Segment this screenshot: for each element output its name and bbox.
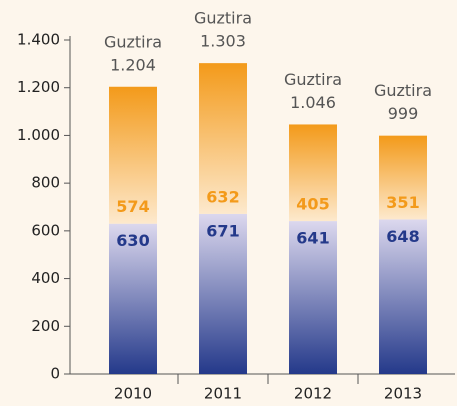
x-tick-label: 2010 [114,385,152,403]
data-label: 630 [116,231,149,250]
y-tick-label: 200 [31,317,60,335]
bar-segment [199,63,247,214]
y-tick-label: 400 [31,269,60,287]
total-caption: Guztira [284,70,342,89]
data-label: 641 [296,229,329,248]
x-tick-label: 2012 [294,385,332,403]
data-label: 405 [296,195,329,214]
y-tick-label: 0 [50,365,60,383]
total-label: 1.204 [110,55,156,74]
x-tick-label: 2011 [204,385,242,403]
y-tick-label: 800 [31,174,60,192]
bar-segment [379,219,427,374]
y-tick-label: 600 [31,221,60,239]
total-label: 999 [388,104,419,123]
bar-segment [199,213,247,374]
data-label: 351 [386,193,419,212]
x-tick-label: 2013 [384,385,422,403]
data-label: 648 [386,227,419,246]
total-label: 1.046 [290,93,336,112]
bar-segment [289,221,337,374]
total-caption: Guztira [374,81,432,100]
bar-segment [109,223,157,374]
bar-segment [289,124,337,222]
data-label: 671 [206,221,239,240]
bar-segment [109,86,157,224]
data-label: 632 [206,187,239,206]
total-label: 1.303 [200,32,246,51]
y-tick-label: 1.200 [17,78,60,96]
y-tick-label: 1.400 [17,31,60,49]
data-label: 574 [116,197,149,216]
total-caption: Guztira [194,9,252,28]
y-tick-label: 1.000 [17,126,60,144]
total-caption: Guztira [104,32,162,51]
bar-segment [379,135,427,220]
